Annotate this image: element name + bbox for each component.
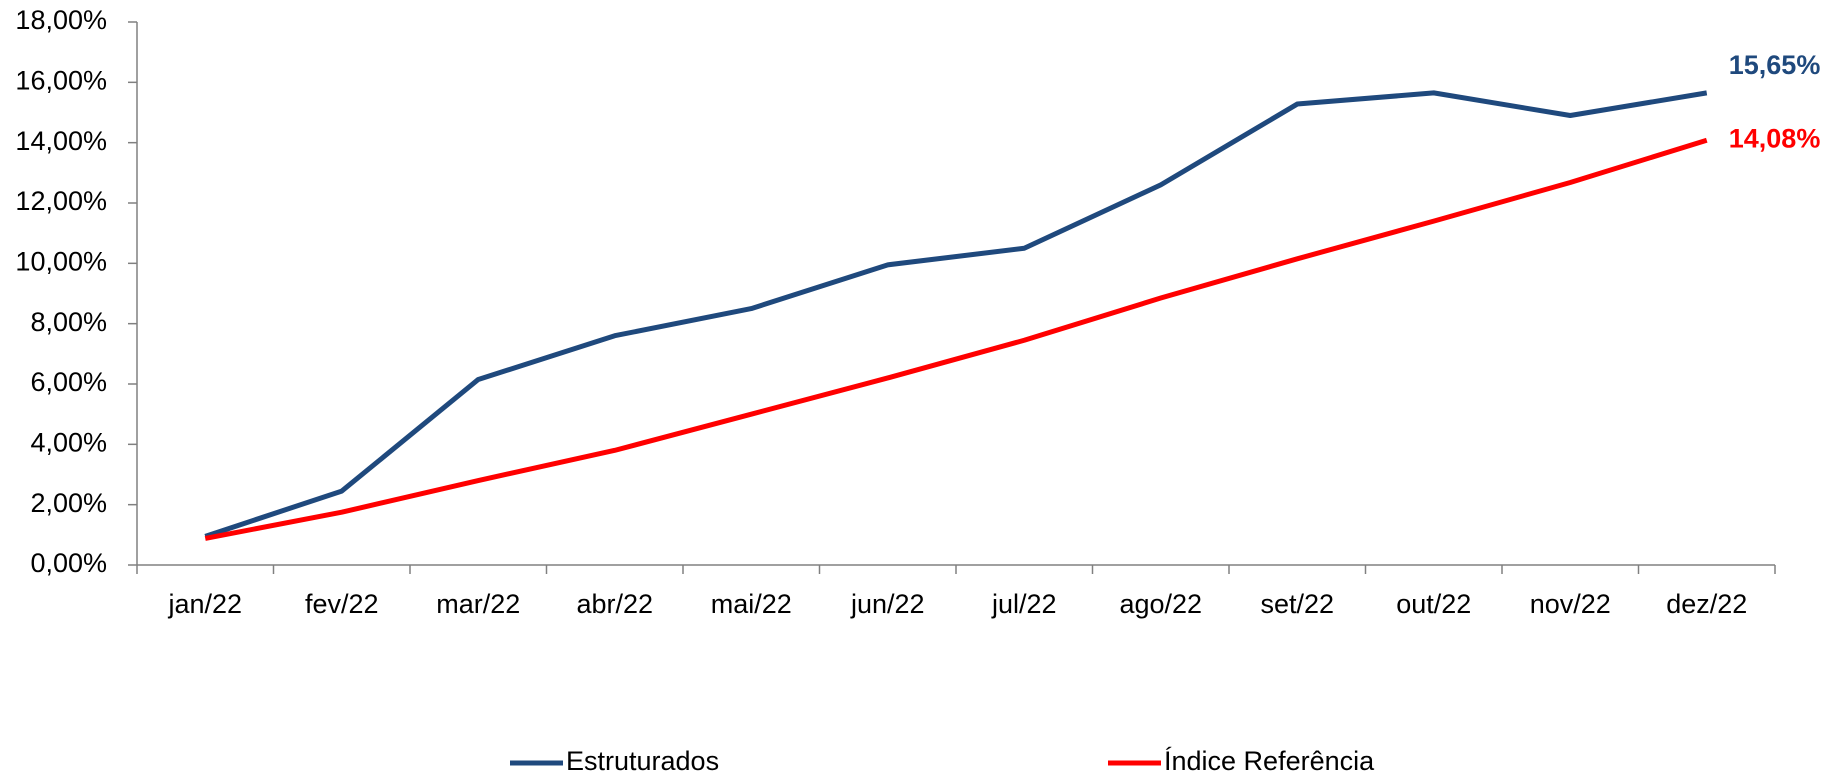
x-tick-label: mar/22 [436,589,520,619]
y-tick-label: 12,00% [15,186,107,216]
x-tick-label: jun/22 [850,589,925,619]
series-line [204,90,1708,539]
data-label: 15,65% [1729,50,1821,80]
x-tick-label: set/22 [1260,589,1334,619]
x-tick-label: jan/22 [167,589,242,619]
x-tick-label: abr/22 [576,589,653,619]
y-tick-label: 2,00% [30,488,107,518]
x-tick-label: nov/22 [1530,589,1611,619]
x-tick-label: dez/22 [1666,589,1747,619]
x-tick-label: mai/22 [711,589,792,619]
y-tick-label: 14,00% [15,126,107,156]
y-tick-label: 4,00% [30,427,107,457]
x-tick-label: out/22 [1396,589,1471,619]
x-tick-label: ago/22 [1119,589,1202,619]
y-tick-label: 8,00% [30,307,107,337]
x-tick-label: fev/22 [305,589,379,619]
data-label: 14,08% [1729,123,1821,153]
x-tick-label: jul/22 [991,589,1057,619]
y-tick-label: 6,00% [30,367,107,397]
legend-label: Estruturados [566,746,719,776]
y-tick-label: 0,00% [30,548,107,578]
legend-label: Índice Referência [1164,746,1375,776]
series-line [204,137,1708,541]
y-tick-label: 18,00% [15,5,107,35]
y-tick-label: 16,00% [15,65,107,95]
y-tick-label: 10,00% [15,246,107,276]
